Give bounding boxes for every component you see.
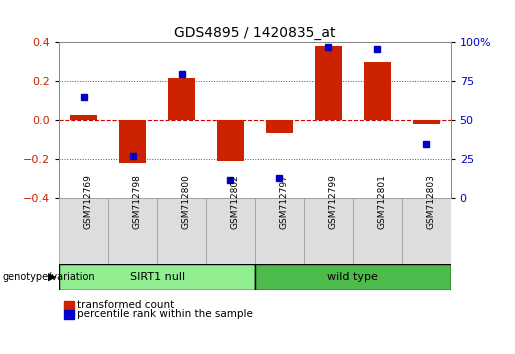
Text: GSM712801: GSM712801 <box>377 174 386 229</box>
Text: GSM712800: GSM712800 <box>181 174 191 229</box>
Bar <box>59 198 108 264</box>
Text: wild type: wild type <box>328 272 378 282</box>
Text: GSM712769: GSM712769 <box>83 174 93 229</box>
Bar <box>168 78 195 120</box>
Bar <box>108 198 157 264</box>
Text: transformed count: transformed count <box>77 300 175 310</box>
Text: ▶: ▶ <box>48 272 57 282</box>
Title: GDS4895 / 1420835_at: GDS4895 / 1420835_at <box>174 26 336 40</box>
Bar <box>315 46 342 120</box>
Bar <box>70 115 97 120</box>
Bar <box>364 62 391 120</box>
Text: GSM712802: GSM712802 <box>230 174 239 229</box>
Bar <box>255 198 304 264</box>
Bar <box>413 120 440 124</box>
Bar <box>304 198 353 264</box>
Text: SIRT1 null: SIRT1 null <box>129 272 185 282</box>
Bar <box>217 120 244 161</box>
Bar <box>402 198 451 264</box>
Bar <box>255 264 451 290</box>
Text: GSM712803: GSM712803 <box>426 174 435 229</box>
Bar <box>266 120 293 133</box>
Text: GSM712797: GSM712797 <box>279 174 288 229</box>
Text: GSM712798: GSM712798 <box>132 174 142 229</box>
Text: GSM712799: GSM712799 <box>329 174 337 229</box>
Text: percentile rank within the sample: percentile rank within the sample <box>77 309 253 319</box>
Bar <box>206 198 255 264</box>
Bar <box>59 264 255 290</box>
Bar <box>157 198 206 264</box>
Bar <box>353 198 402 264</box>
Text: genotype/variation: genotype/variation <box>3 272 95 282</box>
Bar <box>119 120 146 163</box>
